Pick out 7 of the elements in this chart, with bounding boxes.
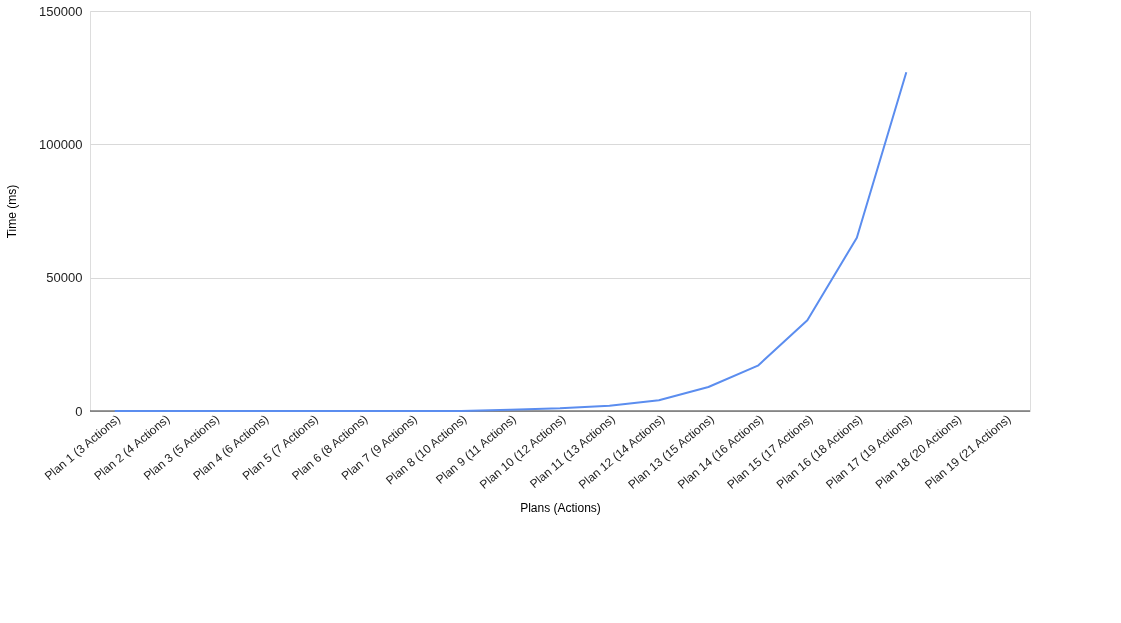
y-tick-label: 100000 [39,136,83,152]
y-tick-label: 150000 [39,3,83,19]
line-series [113,71,908,412]
y-tick-label: 0 [75,403,83,419]
y-axis-title: Time (ms) [5,184,20,239]
x-axis-title: Plans (Actions) [520,501,601,516]
y-tick-label: 50000 [46,270,83,286]
